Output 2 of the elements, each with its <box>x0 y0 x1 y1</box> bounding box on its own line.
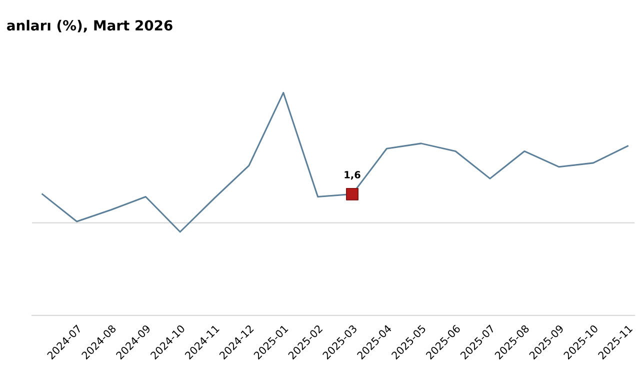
annotation: 1,6 <box>344 171 360 180</box>
chart-title: anları (%), Mart 2026 <box>7 20 172 32</box>
